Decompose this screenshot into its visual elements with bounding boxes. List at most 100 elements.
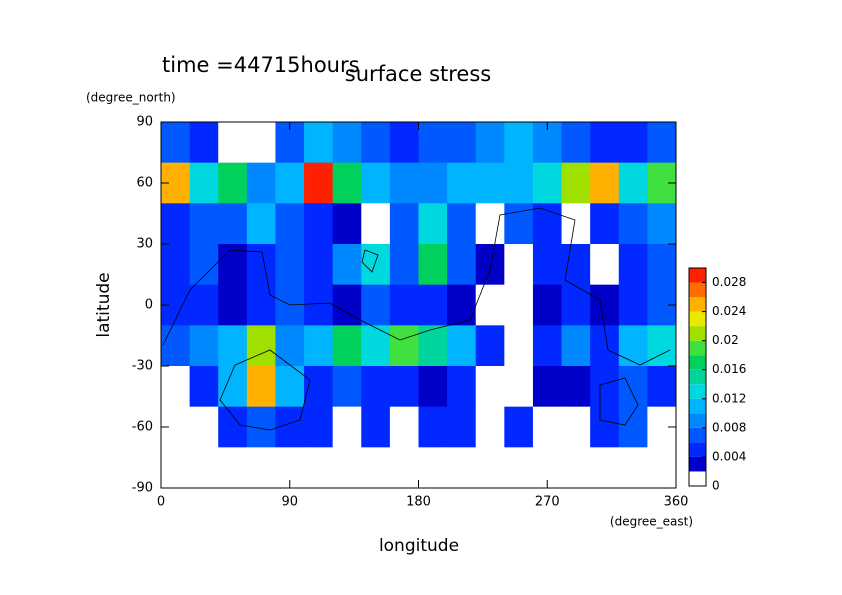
colorbar-segment	[689, 268, 706, 283]
contour-cell	[532, 244, 563, 286]
contour-cell	[275, 366, 305, 408]
contour-cell	[447, 447, 477, 489]
contour-cell	[246, 366, 276, 408]
colorbar-segment	[689, 384, 706, 399]
contour-cell	[361, 406, 391, 448]
contour-cell	[304, 366, 334, 408]
contour-cell	[389, 203, 419, 245]
contour-cell	[418, 122, 448, 164]
contour-cell	[161, 366, 191, 408]
contour-cell	[504, 325, 534, 367]
contour-cell	[246, 122, 276, 164]
contour-cell	[332, 447, 362, 489]
contour-cell	[389, 244, 419, 286]
colorbar-segment	[689, 297, 706, 312]
contour-cell	[389, 325, 419, 367]
colorbar-tick-label: 0.016	[712, 362, 746, 376]
contour-cell	[332, 284, 362, 326]
contour-cell	[246, 244, 276, 286]
contour-cell	[504, 284, 534, 326]
coastline	[162, 207, 671, 366]
contour-cell	[532, 366, 563, 408]
contour-cell	[361, 162, 391, 204]
colorbar-segment	[689, 398, 706, 414]
x-tick-label: 180	[406, 495, 431, 510]
contour-cell	[389, 366, 419, 408]
contour-cell	[332, 244, 362, 286]
contour-cell	[590, 162, 620, 204]
contour-cell	[475, 406, 505, 448]
contour-cell	[532, 284, 563, 326]
contour-cell	[218, 325, 248, 367]
coastline	[219, 349, 311, 431]
contour-cell	[304, 162, 334, 204]
contour-cell	[618, 122, 648, 164]
contour-cell	[647, 244, 677, 286]
contour-cell	[361, 203, 391, 245]
x-unit: (degree_east)	[610, 515, 693, 529]
x-axis-label: longitude	[379, 536, 459, 556]
field	[161, 122, 677, 489]
contour-cell	[304, 244, 334, 286]
contour-cell	[418, 203, 448, 245]
colorbar-segment	[689, 427, 706, 443]
contour-cell	[561, 162, 591, 204]
contour-cell	[361, 122, 391, 164]
contour-cell	[218, 284, 248, 326]
colorbar-segment	[689, 456, 706, 472]
colorbar-segment	[689, 340, 706, 356]
colorbar-segment	[689, 355, 706, 370]
contour-cell	[275, 203, 305, 245]
contour-cell	[246, 162, 276, 204]
contour-cell	[590, 284, 620, 326]
contour-cell	[590, 366, 620, 408]
contour-cell	[189, 406, 219, 448]
contour-cell	[590, 325, 620, 367]
contour-cell	[332, 325, 362, 367]
contour-cell	[647, 203, 677, 245]
colorbar-segment	[689, 442, 706, 457]
colorbar-segment	[689, 369, 706, 385]
contour-cell	[218, 366, 248, 408]
colorbar-segment	[689, 282, 706, 298]
x-tick-label: 270	[535, 495, 560, 510]
contour-cell	[332, 203, 362, 245]
contour-cell	[618, 366, 648, 408]
contour-cell	[161, 325, 191, 367]
contour-cell	[418, 284, 448, 326]
contour-cell	[418, 366, 448, 408]
contour-cell	[189, 447, 219, 489]
contour-cell	[361, 447, 391, 489]
contour-cell	[304, 284, 334, 326]
contour-cell	[475, 203, 505, 245]
contour-cell	[447, 366, 477, 408]
contour-cell	[447, 284, 477, 326]
colorbar-tick-label: 0.012	[712, 391, 746, 405]
contour-cell	[304, 122, 334, 164]
contour-cell	[561, 325, 591, 367]
contour-cell	[161, 447, 191, 489]
contour-cell	[447, 122, 477, 164]
contour-cell	[246, 447, 276, 489]
y-tick-label: -90	[132, 481, 153, 496]
contour-cell	[618, 284, 648, 326]
contour-cell	[161, 203, 191, 245]
contour-cell	[561, 284, 591, 326]
colorbar-tick-label: 0.024	[712, 304, 746, 318]
contour-cell	[618, 244, 648, 286]
contour-cell	[618, 162, 648, 204]
contour-cell	[475, 162, 505, 204]
colorbar-tick-label: 0.004	[712, 449, 746, 463]
y-unit: (degree_north)	[86, 91, 176, 105]
contour-cell	[590, 447, 620, 489]
contour-cell	[447, 203, 477, 245]
contour-cell	[218, 203, 248, 245]
contour-cell	[532, 406, 563, 448]
contour-cell	[618, 325, 648, 367]
colorbar-frame	[688, 267, 707, 487]
contour-cell	[447, 162, 477, 204]
contour-cell	[218, 406, 248, 448]
contour-cell	[561, 244, 591, 286]
